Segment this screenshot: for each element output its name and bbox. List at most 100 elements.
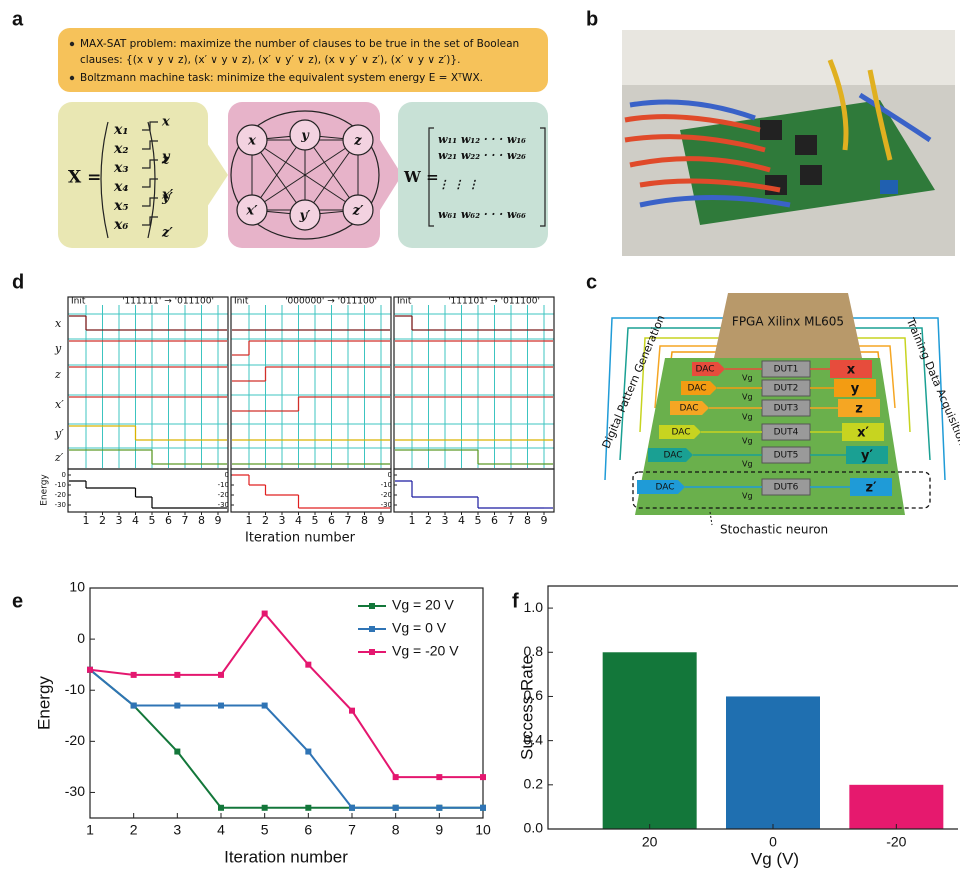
bullet-dot xyxy=(70,76,74,80)
axis-title: Vg (V) xyxy=(751,849,799,868)
axis-title: Success Rate xyxy=(517,655,536,760)
subplot-frame xyxy=(68,297,228,469)
y-tick-label: -10 xyxy=(55,481,66,489)
side-label: Training Data Acquisition xyxy=(903,315,960,447)
bullet-text: Boltzmann machine task: minimize the equ… xyxy=(80,72,483,84)
marker xyxy=(174,749,180,755)
vector-label: X = xyxy=(68,168,101,188)
marker xyxy=(131,703,137,709)
x-tick-label: 3 xyxy=(173,822,181,838)
y-tick-label: -20 xyxy=(65,732,85,748)
y-tick-label: 0 xyxy=(77,630,85,646)
x-tick-label: 7 xyxy=(348,822,356,838)
x-tick-label: 6 xyxy=(304,822,312,838)
x-tick-label: 2 xyxy=(262,514,269,527)
x-tick-label: 8 xyxy=(361,514,368,527)
panel-label: e xyxy=(12,590,23,612)
run-title: '000000' → '011100' xyxy=(285,297,377,307)
y-tick-label: -10 xyxy=(381,481,392,489)
output-label: x′ xyxy=(857,426,869,441)
y-tick-label: -30 xyxy=(381,501,392,509)
marker xyxy=(262,611,268,617)
legend-marker xyxy=(369,603,375,609)
marker xyxy=(87,667,93,673)
variable: z xyxy=(161,153,170,168)
vector-entry: x₅ xyxy=(113,198,128,214)
variable: z′ xyxy=(161,226,173,241)
socket xyxy=(800,165,822,185)
x-tick-label: 9 xyxy=(215,514,222,527)
x-tick-label: 20 xyxy=(642,834,658,850)
init-label: Init xyxy=(71,297,86,307)
init-label: Init xyxy=(234,297,249,307)
x-tick-label: 2 xyxy=(130,822,138,838)
gate-label: Vg xyxy=(742,413,753,422)
panel-label: a xyxy=(12,8,24,30)
dut-label: DUT2 xyxy=(774,384,799,394)
socket xyxy=(765,175,787,195)
x-tick-label: 9 xyxy=(378,514,385,527)
variable: x xyxy=(161,115,170,130)
dac-label: DAC xyxy=(663,451,682,461)
node-label: x xyxy=(247,134,256,149)
x-tick-label: 4 xyxy=(217,822,225,838)
node-label: x′ xyxy=(245,204,258,219)
x-tick-label: 5 xyxy=(261,822,269,838)
marker xyxy=(262,703,268,709)
marker xyxy=(218,672,224,678)
subplot-frame xyxy=(394,297,554,469)
x-tick-label: 4 xyxy=(458,514,465,527)
matrix-row: ⋮ ⋮ ⋮ xyxy=(438,178,479,191)
gate-label: Vg xyxy=(742,374,753,383)
marker xyxy=(305,805,311,811)
row-label: z xyxy=(54,368,61,381)
marker xyxy=(131,672,137,678)
marker xyxy=(436,805,442,811)
output-label: y′ xyxy=(861,449,873,464)
connector xyxy=(880,180,898,194)
y-tick-label: 10 xyxy=(69,579,85,595)
matrix-row: w₁₁ w₁₂ · · · w₁₆ xyxy=(438,133,526,146)
x-tick-label: 2 xyxy=(99,514,106,527)
socket xyxy=(760,120,782,140)
y-tick-label: -30 xyxy=(218,501,229,509)
row-label: y xyxy=(54,342,62,355)
x-tick-label: 6 xyxy=(328,514,335,527)
y-tick-label: -30 xyxy=(55,501,66,509)
series-line xyxy=(90,670,483,808)
marker xyxy=(393,805,399,811)
marker xyxy=(305,662,311,668)
y-tick-label: -10 xyxy=(218,481,229,489)
y-tick-label: -20 xyxy=(218,491,229,499)
output-label: z′ xyxy=(866,481,878,496)
socket xyxy=(795,135,817,155)
dut-label: DUT4 xyxy=(774,428,799,438)
neuron-label: Stochastic neuron xyxy=(720,523,828,537)
node-label: y′ xyxy=(299,209,312,224)
panel-label: c xyxy=(586,271,597,293)
marker xyxy=(480,774,486,780)
photo xyxy=(622,30,955,256)
dut-label: DUT6 xyxy=(774,483,799,493)
x-tick-label: 1 xyxy=(86,822,94,838)
dut-label: DUT3 xyxy=(774,404,799,414)
energy-frame xyxy=(68,469,228,512)
marker xyxy=(305,749,311,755)
node-label: z xyxy=(353,134,362,149)
marker xyxy=(393,774,399,780)
row-label: y′ xyxy=(54,427,64,440)
x-tick-label: 5 xyxy=(312,514,319,527)
dac-label: DAC xyxy=(655,483,674,493)
energy-frame xyxy=(231,469,391,512)
dac-label: DAC xyxy=(679,404,698,414)
energy-frame xyxy=(394,469,554,512)
y-tick-label: 0 xyxy=(225,471,229,479)
x-tick-label: 7 xyxy=(345,514,352,527)
axis-title: Iteration number xyxy=(224,847,348,866)
x-tick-label: 8 xyxy=(392,822,400,838)
y-tick-label: 0.0 xyxy=(524,820,544,836)
x-tick-label: 7 xyxy=(508,514,515,527)
x-tick-label: 8 xyxy=(524,514,531,527)
x-tick-label: 6 xyxy=(165,514,172,527)
x-tick-label: 5 xyxy=(475,514,482,527)
